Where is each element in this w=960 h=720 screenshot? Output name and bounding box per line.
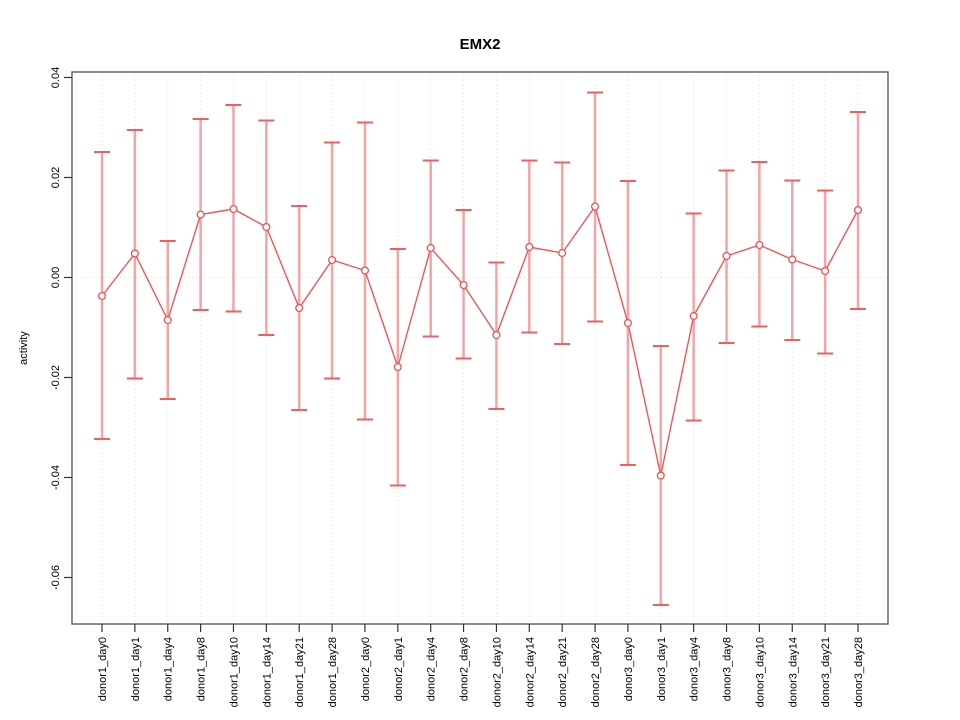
x-tick-label: donor1_day8 bbox=[196, 637, 208, 701]
y-axis-label: activity bbox=[18, 331, 30, 365]
x-tick-label: donor2_day14 bbox=[524, 637, 536, 707]
data-point bbox=[525, 242, 534, 252]
x-tick-label: donor2_day0 bbox=[360, 637, 372, 701]
data-point bbox=[558, 248, 567, 258]
x-tick-label: donor2_day4 bbox=[426, 637, 438, 701]
y-tick-label: -0.06 bbox=[50, 565, 62, 590]
data-point bbox=[492, 330, 501, 340]
grid-layer bbox=[72, 72, 888, 624]
data-point bbox=[821, 266, 830, 276]
y-tick-label: 0.02 bbox=[50, 167, 62, 188]
data-point bbox=[656, 471, 665, 480]
x-tick-label: donor2_day8 bbox=[459, 637, 471, 701]
data-point bbox=[459, 280, 468, 290]
x-tick-label: donor1_day4 bbox=[163, 637, 175, 701]
x-tick-label: donor1_day14 bbox=[261, 637, 273, 707]
data-point bbox=[163, 315, 172, 325]
data-point bbox=[722, 251, 731, 261]
x-tick-label: donor3_day4 bbox=[689, 637, 701, 701]
data-point bbox=[97, 291, 107, 301]
x-tick-label: donor2_day10 bbox=[491, 637, 503, 707]
x-tick-label: donor3_day21 bbox=[820, 637, 832, 707]
data-point bbox=[393, 362, 402, 372]
x-tick-label: donor1_day0 bbox=[97, 637, 109, 701]
x-tick-label: donor1_day21 bbox=[294, 637, 306, 707]
x-tick-label: donor1_day28 bbox=[327, 637, 339, 707]
data-point bbox=[689, 311, 698, 321]
data-point bbox=[853, 205, 863, 215]
series-layer bbox=[97, 202, 863, 480]
plot-frame bbox=[71, 71, 889, 625]
data-point bbox=[788, 255, 797, 264]
chart-title: EMX2 bbox=[460, 36, 501, 53]
data-point bbox=[755, 240, 764, 250]
x-tick-label: donor3_day8 bbox=[722, 637, 734, 701]
y-tick-label: 0.04 bbox=[50, 67, 62, 88]
x-tick-label: donor2_day1 bbox=[393, 637, 405, 701]
y-tick-label: -0.02 bbox=[50, 365, 62, 390]
data-point bbox=[196, 210, 205, 219]
x-tick-label: donor2_day28 bbox=[590, 637, 602, 707]
x-tick-label: donor3_day1 bbox=[656, 637, 668, 701]
x-tick-label: donor1_day1 bbox=[130, 637, 142, 701]
axis-layer: 0.04 0.02 0.00 -0.02 -0.04 -0.06 donor1_day0 do… bbox=[50, 67, 889, 707]
y-tick-label: 0.00 bbox=[50, 267, 62, 288]
data-point bbox=[426, 243, 435, 253]
x-tick-label: donor3_day0 bbox=[623, 637, 635, 701]
x-tick-label: donor3_day14 bbox=[787, 637, 799, 707]
data-point bbox=[262, 222, 271, 232]
error-bar-layer bbox=[94, 91, 866, 606]
data-point bbox=[623, 318, 632, 328]
x-tick-label: donor3_day28 bbox=[853, 637, 865, 707]
y-tick-label: -0.04 bbox=[50, 465, 62, 490]
data-point bbox=[328, 255, 337, 265]
series-line bbox=[101, 204, 859, 476]
data-point bbox=[360, 266, 370, 275]
x-tick-label: donor3_day10 bbox=[754, 637, 766, 707]
x-tick-label: donor2_day21 bbox=[557, 637, 569, 707]
data-point bbox=[229, 204, 238, 214]
data-point bbox=[295, 303, 304, 313]
x-tick-label: donor1_day10 bbox=[228, 637, 240, 707]
data-point bbox=[590, 202, 600, 211]
data-point bbox=[130, 249, 139, 258]
